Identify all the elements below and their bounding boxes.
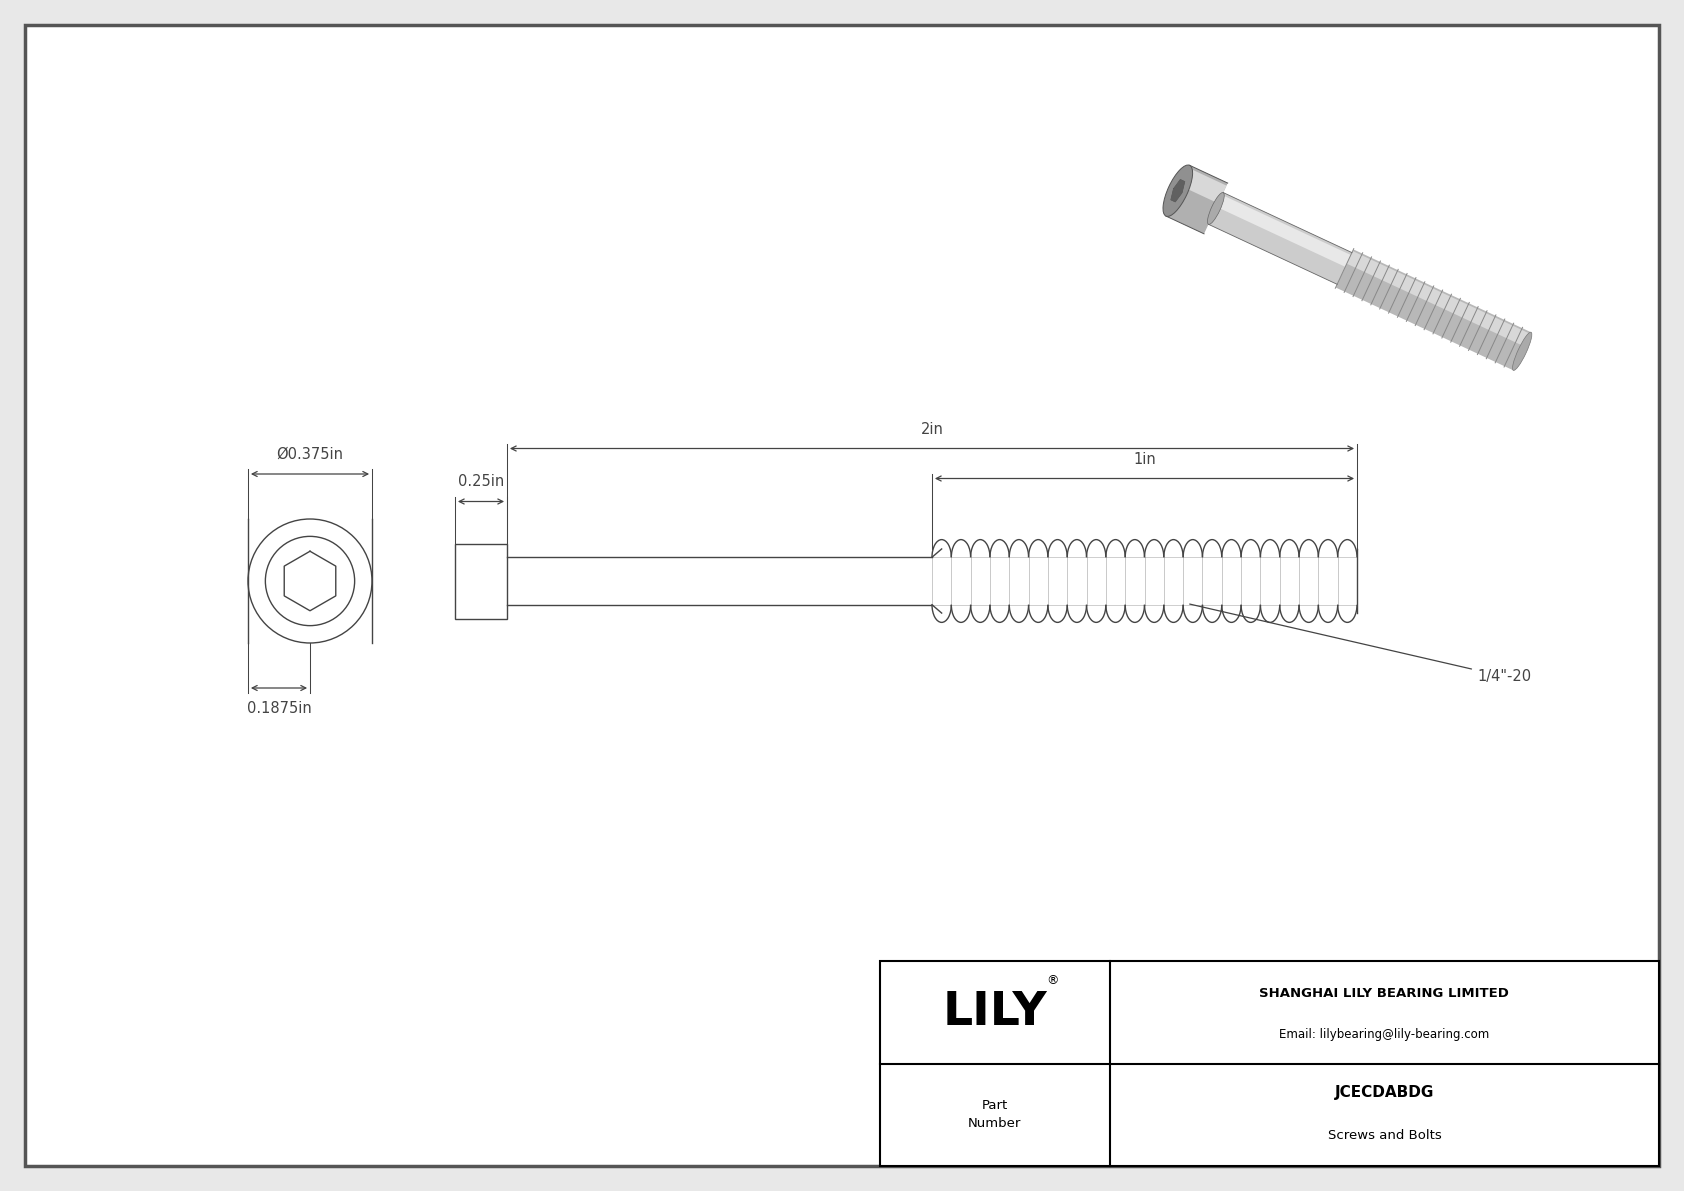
Text: Ø0.375in: Ø0.375in xyxy=(276,447,344,462)
Text: 2in: 2in xyxy=(921,422,943,436)
Ellipse shape xyxy=(1164,166,1192,217)
Polygon shape xyxy=(1216,195,1351,267)
Text: Part
Number: Part Number xyxy=(968,1099,1022,1130)
Polygon shape xyxy=(1170,180,1184,201)
Text: 0.25in: 0.25in xyxy=(458,474,504,490)
Bar xyxy=(455,543,507,618)
Text: JCECDABDG: JCECDABDG xyxy=(1335,1085,1435,1099)
Ellipse shape xyxy=(1512,332,1532,370)
Circle shape xyxy=(266,536,355,625)
Polygon shape xyxy=(1209,193,1352,285)
Text: ®: ® xyxy=(1047,974,1059,987)
Text: 1/4"-20: 1/4"-20 xyxy=(1189,604,1531,684)
Text: 1in: 1in xyxy=(1133,451,1155,467)
Polygon shape xyxy=(1180,168,1226,204)
Text: Email: lilybearing@lily-bearing.com: Email: lilybearing@lily-bearing.com xyxy=(1280,1028,1490,1041)
Circle shape xyxy=(248,519,372,643)
Polygon shape xyxy=(1165,166,1228,233)
Polygon shape xyxy=(1347,251,1531,347)
Text: SHANGHAI LILY BEARING LIMITED: SHANGHAI LILY BEARING LIMITED xyxy=(1260,987,1509,1000)
Ellipse shape xyxy=(1207,193,1224,224)
Polygon shape xyxy=(1335,249,1531,370)
Bar xyxy=(881,961,1659,1166)
Text: Screws and Bolts: Screws and Bolts xyxy=(1327,1129,1442,1142)
Text: 0.1875in: 0.1875in xyxy=(246,701,312,716)
Text: LILY: LILY xyxy=(943,990,1047,1035)
